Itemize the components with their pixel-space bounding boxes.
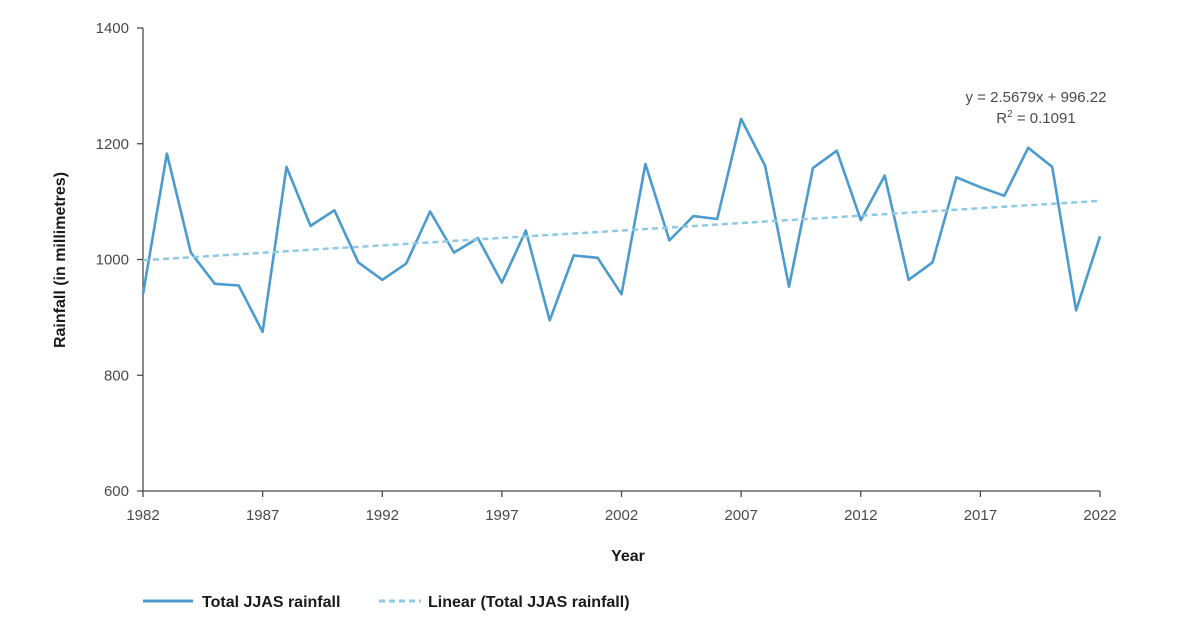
series-layer: [141, 117, 1102, 334]
y-tick-label: 600: [104, 483, 129, 500]
y-tick-label: 1400: [96, 20, 129, 37]
trendline-annotation: y = 2.5679x + 996.22 R2 = 0.1091: [966, 89, 1107, 127]
legend-label-series: Total JJAS rainfall: [202, 594, 340, 611]
x-tick-label: 1982: [126, 507, 159, 524]
x-tick-label: 2002: [605, 507, 638, 524]
x-tick-label: 1992: [366, 507, 399, 524]
x-axis-title: Year: [611, 548, 645, 565]
x-tick-label: 1997: [485, 507, 518, 524]
series-line-rainfall: [141, 117, 1102, 334]
plot-area: 600 800 1000 1200 1400 1982 1987 1992 1997 2002 2…: [96, 20, 1117, 524]
r2-prefix: R: [996, 110, 1007, 127]
r2-suffix: = 0.1091: [1013, 110, 1076, 127]
y-tick-label: 1200: [96, 136, 129, 153]
legend-item-trendline: Linear (Total JJAS rainfall): [379, 594, 630, 611]
x-tick-label: 1987: [246, 507, 279, 524]
x-tick-label: 2012: [844, 507, 877, 524]
legend-label-trendline: Linear (Total JJAS rainfall): [428, 594, 630, 611]
legend: Total JJAS rainfall Linear (Total JJAS r…: [143, 594, 630, 611]
x-tick-label: 2007: [724, 507, 757, 524]
trendline: [142, 199, 1101, 262]
trendline-r-squared: R2 = 0.1091: [996, 109, 1075, 127]
y-axis-title: Rainfall (in millimetres): [52, 172, 69, 348]
y-tick-label: 1000: [96, 252, 129, 269]
r2-superscript: 2: [1007, 109, 1013, 120]
y-ticks: 600 800 1000 1200 1400: [96, 20, 143, 500]
x-tick-label: 2017: [964, 507, 997, 524]
trendline-equation: y = 2.5679x + 996.22: [966, 89, 1107, 106]
x-tick-label: 2022: [1083, 507, 1116, 524]
y-tick-label: 800: [104, 367, 129, 384]
x-ticks: 1982 1987 1992 1997 2002 2007 2012 2017 2022: [126, 491, 1117, 524]
legend-item-series: Total JJAS rainfall: [143, 594, 340, 611]
